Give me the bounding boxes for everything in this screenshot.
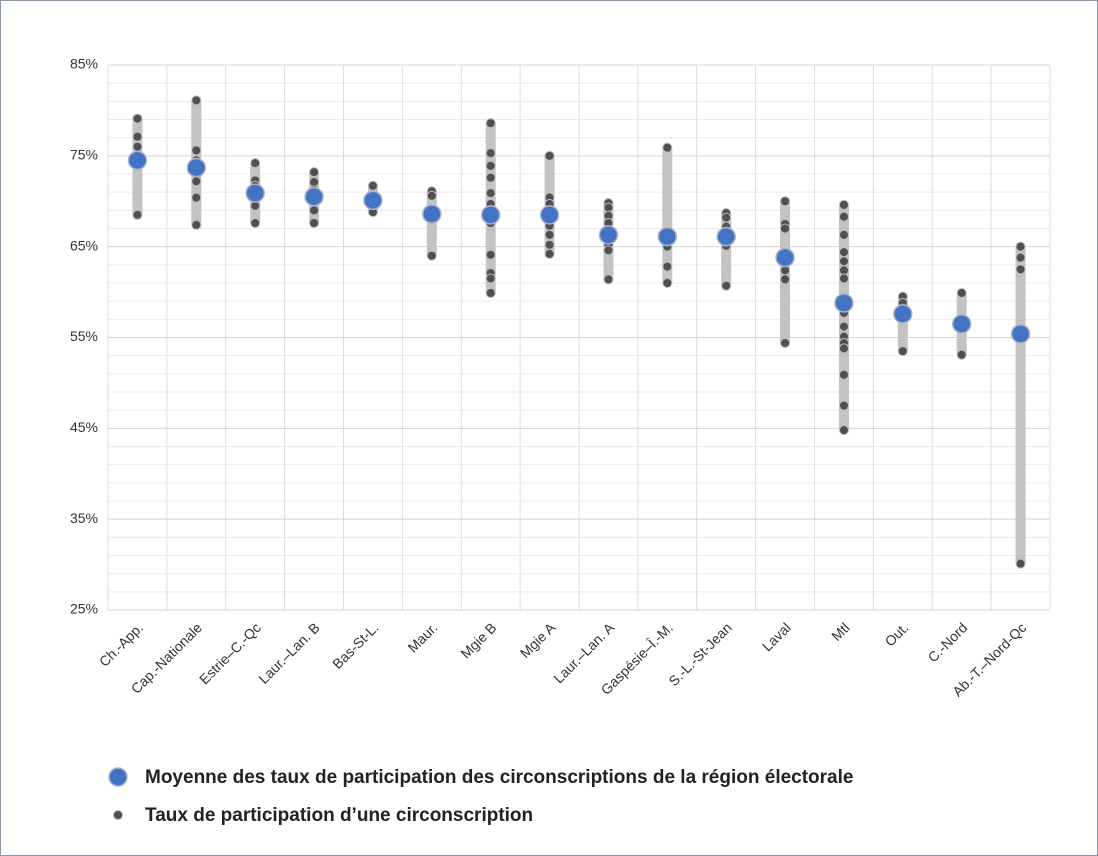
mean-point xyxy=(363,190,383,211)
mean-point xyxy=(834,293,854,313)
mean-point xyxy=(539,205,560,225)
point xyxy=(250,218,261,229)
mean-point xyxy=(716,226,736,247)
point xyxy=(191,145,202,156)
point xyxy=(132,141,143,152)
point xyxy=(426,250,437,261)
mean-point xyxy=(127,150,148,171)
point xyxy=(603,245,614,256)
point xyxy=(956,287,967,298)
y-tick-label: 25% xyxy=(70,601,98,617)
point xyxy=(426,190,437,201)
point xyxy=(132,113,143,124)
point xyxy=(603,202,614,213)
point xyxy=(191,192,202,203)
point xyxy=(838,273,849,284)
legend-label: Moyenne des taux de participation des ci… xyxy=(145,767,853,788)
point xyxy=(544,150,555,161)
point xyxy=(309,167,320,178)
mean-point xyxy=(893,304,913,324)
point xyxy=(367,180,378,191)
point xyxy=(485,249,496,260)
point xyxy=(780,223,791,234)
point xyxy=(309,177,320,188)
point xyxy=(721,280,732,291)
point xyxy=(485,273,496,284)
point xyxy=(485,172,496,183)
point xyxy=(838,400,849,411)
range-bar xyxy=(662,147,673,283)
point xyxy=(191,219,202,230)
point xyxy=(838,343,849,354)
point xyxy=(191,95,202,106)
point xyxy=(485,160,496,171)
point xyxy=(838,256,849,267)
mean-point xyxy=(304,186,324,207)
mean-point xyxy=(186,157,207,178)
point xyxy=(838,425,849,436)
y-tick-label: 45% xyxy=(70,419,98,435)
point xyxy=(1015,241,1026,252)
point xyxy=(838,199,849,210)
point xyxy=(132,131,143,142)
point xyxy=(780,196,791,207)
point xyxy=(662,261,673,272)
point xyxy=(1015,264,1026,275)
point xyxy=(662,142,673,153)
y-tick-label: 85% xyxy=(70,56,98,72)
range-bar xyxy=(1015,246,1026,564)
point xyxy=(956,349,967,360)
legend-swatch xyxy=(108,767,128,787)
point xyxy=(838,229,849,240)
point xyxy=(897,346,908,357)
point xyxy=(250,158,261,169)
point xyxy=(780,337,791,348)
point xyxy=(485,287,496,298)
mean-point xyxy=(598,225,619,245)
mean-point xyxy=(951,314,972,334)
mean-point xyxy=(775,247,795,268)
point xyxy=(309,218,320,229)
point xyxy=(603,274,614,285)
point xyxy=(309,205,320,216)
point xyxy=(838,321,849,332)
point xyxy=(838,211,849,222)
point xyxy=(544,248,555,259)
point xyxy=(721,212,732,223)
point xyxy=(544,239,555,250)
legend-swatch xyxy=(113,810,123,820)
point xyxy=(485,188,496,199)
point xyxy=(662,278,673,288)
range-bar xyxy=(897,296,908,352)
point xyxy=(838,369,849,380)
point xyxy=(132,209,143,220)
y-tick-label: 35% xyxy=(70,510,98,526)
point xyxy=(485,118,496,129)
point xyxy=(191,176,202,187)
point xyxy=(838,265,849,276)
mean-point xyxy=(1010,324,1031,344)
point xyxy=(780,274,791,285)
y-tick-label: 65% xyxy=(70,237,98,253)
y-tick-label: 75% xyxy=(70,147,98,163)
point xyxy=(838,247,849,258)
y-tick-label: 55% xyxy=(70,328,98,344)
point xyxy=(485,148,496,159)
mean-point xyxy=(480,205,501,225)
legend-label: Taux de participation d’une circonscript… xyxy=(145,805,533,826)
mean-point xyxy=(657,226,678,247)
point xyxy=(1015,252,1026,263)
mean-point xyxy=(245,183,265,203)
point xyxy=(1015,558,1026,569)
point xyxy=(544,229,555,240)
mean-point xyxy=(422,204,442,224)
